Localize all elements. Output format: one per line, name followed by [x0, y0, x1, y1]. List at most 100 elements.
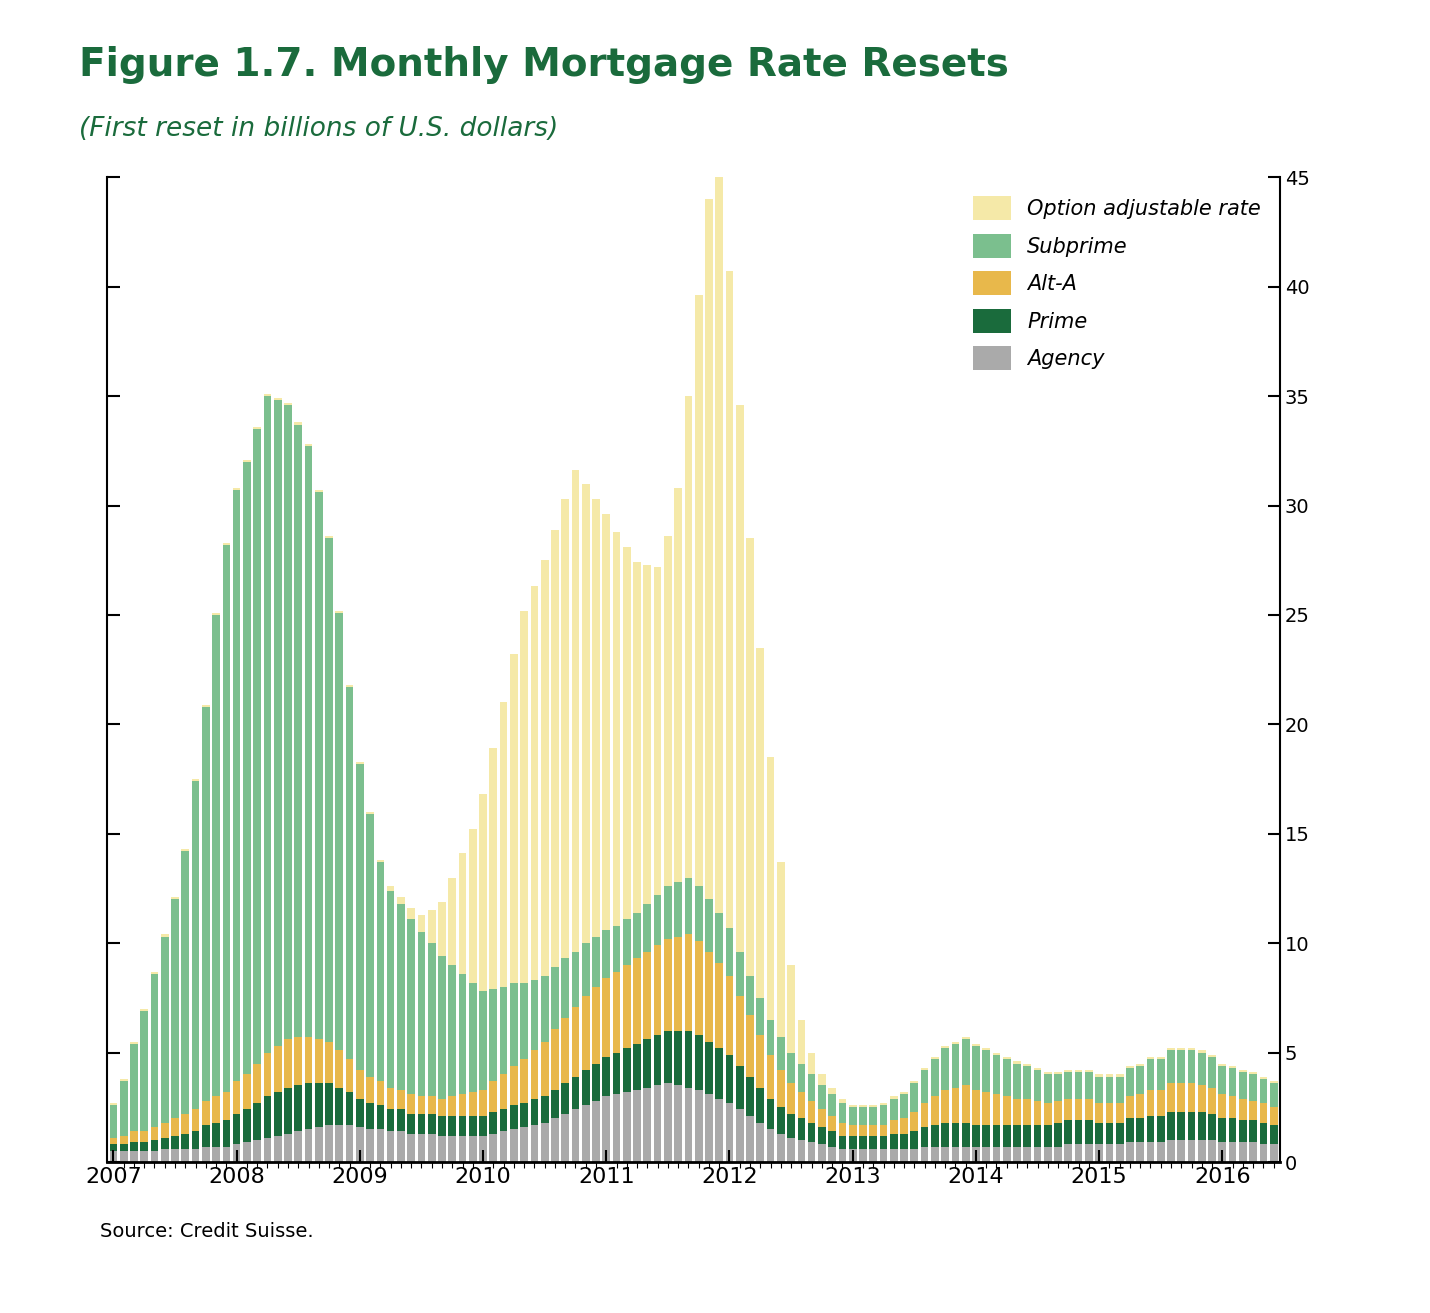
Bar [602, 1057, 611, 1096]
Bar [788, 965, 795, 1053]
Bar [859, 1106, 867, 1107]
Bar [992, 1054, 1001, 1094]
Bar [386, 1109, 395, 1132]
Bar [972, 1146, 980, 1162]
Bar [612, 1094, 621, 1162]
Bar [541, 1123, 549, 1162]
Bar [849, 1136, 857, 1149]
Bar [1238, 1142, 1247, 1162]
Bar [1218, 1142, 1226, 1162]
Text: (First reset in billions of U.S. dollars): (First reset in billions of U.S. dollars… [79, 116, 558, 142]
Bar [305, 444, 312, 446]
Bar [725, 928, 734, 976]
Bar [243, 1142, 250, 1162]
Bar [479, 1136, 486, 1162]
Bar [1147, 1060, 1154, 1090]
Bar [941, 1046, 950, 1048]
Bar [212, 613, 220, 614]
Bar [1250, 1074, 1257, 1100]
Bar [982, 1050, 990, 1092]
Bar [705, 1041, 712, 1094]
Bar [511, 982, 518, 1066]
Bar [551, 1028, 559, 1090]
Bar [685, 397, 692, 877]
Bar [1002, 1146, 1011, 1162]
Bar [695, 295, 702, 886]
Bar [736, 952, 744, 995]
Bar [1095, 1123, 1103, 1145]
Bar [521, 1127, 528, 1162]
Bar [1054, 1100, 1062, 1123]
Bar [921, 1127, 928, 1146]
Bar [479, 991, 486, 1090]
Bar [572, 470, 579, 952]
Bar [140, 1142, 149, 1152]
Bar [941, 1048, 950, 1090]
Bar [1075, 1073, 1083, 1099]
Bar [192, 779, 199, 781]
Bar [376, 860, 385, 863]
Bar [1137, 1142, 1144, 1162]
Bar [398, 1132, 405, 1162]
Bar [869, 1149, 877, 1162]
Bar [253, 1064, 262, 1103]
Bar [828, 1116, 837, 1132]
Bar [275, 1092, 282, 1136]
Bar [305, 1037, 312, 1083]
Bar [531, 981, 538, 1050]
Bar [1054, 1074, 1062, 1100]
Bar [602, 1096, 611, 1162]
Bar [275, 1136, 282, 1162]
Bar [1137, 1094, 1144, 1119]
Bar [428, 1133, 436, 1162]
Bar [120, 1152, 127, 1162]
Bar [438, 1136, 446, 1162]
Bar [879, 1125, 888, 1136]
Bar [931, 1057, 938, 1060]
Bar [982, 1125, 990, 1146]
Bar [828, 1087, 837, 1094]
Bar [695, 1090, 702, 1162]
Bar [408, 919, 415, 1094]
Bar [233, 1113, 240, 1145]
Bar [808, 1053, 815, 1074]
Bar [285, 1087, 292, 1133]
Bar [1002, 1096, 1011, 1125]
Bar [1115, 1103, 1124, 1123]
Bar [725, 1103, 734, 1162]
Bar [418, 915, 425, 932]
Bar [1024, 1146, 1031, 1162]
Bar [756, 998, 764, 1035]
Bar [479, 794, 486, 991]
Bar [541, 561, 549, 976]
Bar [1238, 1120, 1247, 1142]
Bar [951, 1087, 960, 1123]
Bar [150, 1140, 159, 1152]
Bar [263, 397, 272, 1053]
Bar [725, 976, 734, 1054]
Bar [869, 1107, 877, 1125]
Bar [736, 1066, 744, 1109]
Bar [1085, 1120, 1093, 1145]
Bar [859, 1136, 867, 1149]
Bar [859, 1125, 867, 1136]
Bar [756, 1087, 764, 1123]
Bar [531, 1050, 538, 1099]
Bar [992, 1053, 1001, 1054]
Bar [1198, 1112, 1205, 1140]
Bar [398, 903, 405, 1090]
Bar [756, 1035, 764, 1087]
Bar [931, 1125, 938, 1146]
Bar [776, 863, 785, 1037]
Bar [356, 764, 363, 1070]
Bar [941, 1123, 950, 1146]
Bar [675, 882, 682, 936]
Bar [1167, 1112, 1175, 1140]
Bar [1218, 1119, 1226, 1142]
Bar [263, 1096, 272, 1138]
Bar [162, 1123, 169, 1138]
Bar [1024, 1125, 1031, 1146]
Bar [172, 1136, 179, 1149]
Bar [202, 705, 210, 706]
Bar [1270, 1081, 1277, 1083]
